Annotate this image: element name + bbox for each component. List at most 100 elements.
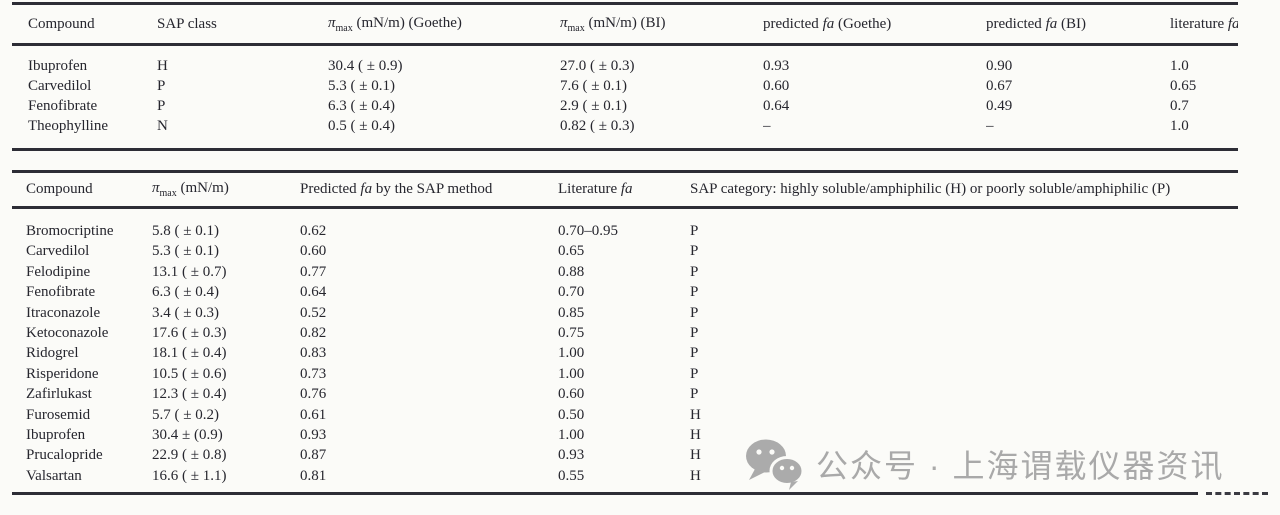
table-cell-predicted-fa-goethe: – xyxy=(763,118,771,134)
table-cell-pimax-bi: 2.9 ( ± 0.1) xyxy=(560,98,627,114)
table-cell-sap-category: P xyxy=(690,284,699,301)
upper-table-header: Compound SAP class πmax (mN/m) (Goethe) … xyxy=(12,5,1238,46)
table-cell-sap-class: H xyxy=(157,58,168,74)
table-cell-pimax: 10.5 ( ± 0.6) xyxy=(152,365,227,382)
column-header-literature-fa: literature fa xyxy=(1170,15,1238,32)
table-row: Fenofibrate P 6.3 ( ± 0.4) 2.9 ( ± 0.1) … xyxy=(12,96,1238,116)
table-cell-predicted-fa: 0.73 xyxy=(300,365,327,382)
table-cell-compound: Felodipine xyxy=(26,263,91,280)
table-cell-sap-category: P xyxy=(690,263,699,280)
table-row: Fenofibrate 6.3 ( ± 0.4) 0.64 0.70 P xyxy=(12,282,1238,302)
table-cell-predicted-fa: 0.77 xyxy=(300,263,327,280)
table-cell-pimax-bi: 0.82 ( ± 0.3) xyxy=(560,118,635,134)
table-cell-literature-fa: 0.7 xyxy=(1170,98,1189,114)
table-cell-compound: Prucalopride xyxy=(26,447,103,464)
table-cell-predicted-fa-bi: 0.49 xyxy=(986,98,1013,114)
lower-table-header: Compound πmax (mN/m) Predicted fa by the… xyxy=(12,173,1238,209)
table-cell-predicted-fa: 0.62 xyxy=(300,223,327,239)
table-cell-predicted-fa: 0.82 xyxy=(300,325,327,342)
table-cell-literature-fa: 1.00 xyxy=(558,427,585,444)
table-cell-literature-fa: 0.70–0.95 xyxy=(558,223,618,239)
lower-results-table: Compound πmax (mN/m) Predicted fa by the… xyxy=(12,170,1238,496)
column-header-compound: Compound xyxy=(28,15,95,32)
table-cell-predicted-fa-bi: 0.90 xyxy=(986,58,1013,74)
watermark-label: 公众号 · 上海谓载仪器资讯 xyxy=(816,448,1225,484)
table-row: Prucalopride 22.9 ( ± 0.8) 0.87 0.93 H xyxy=(12,445,1238,465)
watermark: 公众号 · 上海谓载仪器资讯 xyxy=(744,437,1224,491)
table-cell-sap-category: P xyxy=(690,223,699,239)
table-row: Carvedilol P 5.3 ( ± 0.1) 7.6 ( ± 0.1) 0… xyxy=(12,76,1238,96)
table-cell-predicted-fa-bi: 0.67 xyxy=(986,78,1013,94)
table-cell-compound: Carvedilol xyxy=(26,243,90,260)
table-cell-predicted-fa: 0.52 xyxy=(300,304,327,321)
table-cell-predicted-fa: 0.81 xyxy=(300,467,327,484)
table-cell-compound: Itraconazole xyxy=(26,304,101,321)
table-row: Zafirlukast 12.3 ( ± 0.4) 0.76 0.60 P xyxy=(12,384,1238,404)
table-cell-sap-category: H xyxy=(690,406,701,423)
upper-table-body: Ibuprofen H 30.4 ( ± 0.9) 27.0 ( ± 0.3) … xyxy=(12,46,1238,148)
table-cell-predicted-fa-goethe: 0.64 xyxy=(763,98,790,114)
table-cell-sap-category: H xyxy=(690,447,701,464)
table-cell-pimax-goethe: 0.5 ( ± 0.4) xyxy=(328,118,395,134)
table-cell-compound: Risperidone xyxy=(26,365,99,382)
table-cell-compound: Ketoconazole xyxy=(26,325,109,342)
table-row: Itraconazole 3.4 ( ± 0.3) 0.52 0.85 P xyxy=(12,303,1238,323)
table-cell-sap-class: N xyxy=(157,118,168,134)
table-cell-pimax: 30.4 ± (0.9) xyxy=(152,427,223,444)
column-header-pimax-bi: πmax (mN/m) (BI) xyxy=(560,14,666,34)
table-cell-literature-fa: 1.00 xyxy=(558,345,585,362)
table-cell-pimax: 5.3 ( ± 0.1) xyxy=(152,243,219,260)
column-header-pimax-goethe: πmax (mN/m) (Goethe) xyxy=(328,14,462,34)
table-cell-literature-fa: 0.75 xyxy=(558,325,585,342)
table-row: Ketoconazole 17.6 ( ± 0.3) 0.82 0.75 P xyxy=(12,323,1238,343)
table-cell-sap-class: P xyxy=(157,98,166,114)
upper-results-table: Compound SAP class πmax (mN/m) (Goethe) … xyxy=(12,2,1238,151)
table-cell-pimax-goethe: 6.3 ( ± 0.4) xyxy=(328,98,395,114)
table-cell-compound: Valsartan xyxy=(26,467,82,484)
table-cell-pimax: 12.3 ( ± 0.4) xyxy=(152,386,227,403)
table-cell-pimax: 13.1 ( ± 0.7) xyxy=(152,263,227,280)
table-cell-literature-fa: 0.70 xyxy=(558,284,585,301)
table-row: Furosemid 5.7 ( ± 0.2) 0.61 0.50 H xyxy=(12,405,1238,425)
wechat-icon xyxy=(744,437,806,491)
column-header-literature-fa: Literature fa xyxy=(558,181,633,197)
table-cell-compound: Fenofibrate xyxy=(26,284,96,301)
table-cell-literature-fa: 0.93 xyxy=(558,447,585,464)
table-row: Theophylline N 0.5 ( ± 0.4) 0.82 ( ± 0.3… xyxy=(12,116,1238,136)
table-row: Risperidone 10.5 ( ± 0.6) 0.73 1.00 P xyxy=(12,364,1238,384)
column-header-pimax: πmax (mN/m) xyxy=(152,180,229,199)
table-row: Carvedilol 5.3 ( ± 0.1) 0.60 0.65 P xyxy=(12,241,1238,261)
table-cell-literature-fa: 0.60 xyxy=(558,386,585,403)
table-cell-pimax: 6.3 ( ± 0.4) xyxy=(152,284,219,301)
column-header-sap-category: SAP category: highly soluble/amphiphilic… xyxy=(690,181,1171,197)
table-cell-pimax: 3.4 ( ± 0.3) xyxy=(152,304,219,321)
table-cell-literature-fa: 1.00 xyxy=(558,365,585,382)
table-row: Bromocriptine 5.8 ( ± 0.1) 0.62 0.70–0.9… xyxy=(12,221,1238,241)
table-cell-pimax: 5.8 ( ± 0.1) xyxy=(152,223,219,239)
table-row: Ridogrel 18.1 ( ± 0.4) 0.83 1.00 P xyxy=(12,343,1238,363)
table-cell-literature-fa: 0.85 xyxy=(558,304,585,321)
table-cell-literature-fa: 0.65 xyxy=(1170,78,1197,94)
table-cell-compound: Ibuprofen xyxy=(28,58,88,74)
table-cell-compound: Furosemid xyxy=(26,406,91,423)
table-cell-compound: Ibuprofen xyxy=(26,427,86,444)
table-cell-pimax: 16.6 ( ± 1.1) xyxy=(152,467,227,484)
column-header-predicted-fa-bi: predicted fa (BI) xyxy=(986,15,1086,32)
table-cell-compound: Theophylline xyxy=(28,118,108,134)
table-cell-compound: Zafirlukast xyxy=(26,386,92,403)
table-cell-literature-fa: 0.55 xyxy=(558,467,585,484)
column-header-compound: Compound xyxy=(26,181,93,197)
table-cell-compound: Ridogrel xyxy=(26,345,79,362)
table-cell-pimax-goethe: 30.4 ( ± 0.9) xyxy=(328,58,403,74)
table-cell-pimax-bi: 27.0 ( ± 0.3) xyxy=(560,58,635,74)
column-header-sap-class: SAP class xyxy=(157,15,217,32)
table-cell-sap-category: P xyxy=(690,304,699,321)
table-cell-literature-fa: 0.65 xyxy=(558,243,585,260)
table-cell-predicted-fa-goethe: 0.60 xyxy=(763,78,790,94)
table-cell-sap-category: P xyxy=(690,345,699,362)
table-cell-pimax-bi: 7.6 ( ± 0.1) xyxy=(560,78,627,94)
table-cell-literature-fa: 1.0 xyxy=(1170,58,1189,74)
table-cell-predicted-fa: 0.83 xyxy=(300,345,327,362)
column-header-predicted-fa-sap: Predicted fa by the SAP method xyxy=(300,181,493,197)
